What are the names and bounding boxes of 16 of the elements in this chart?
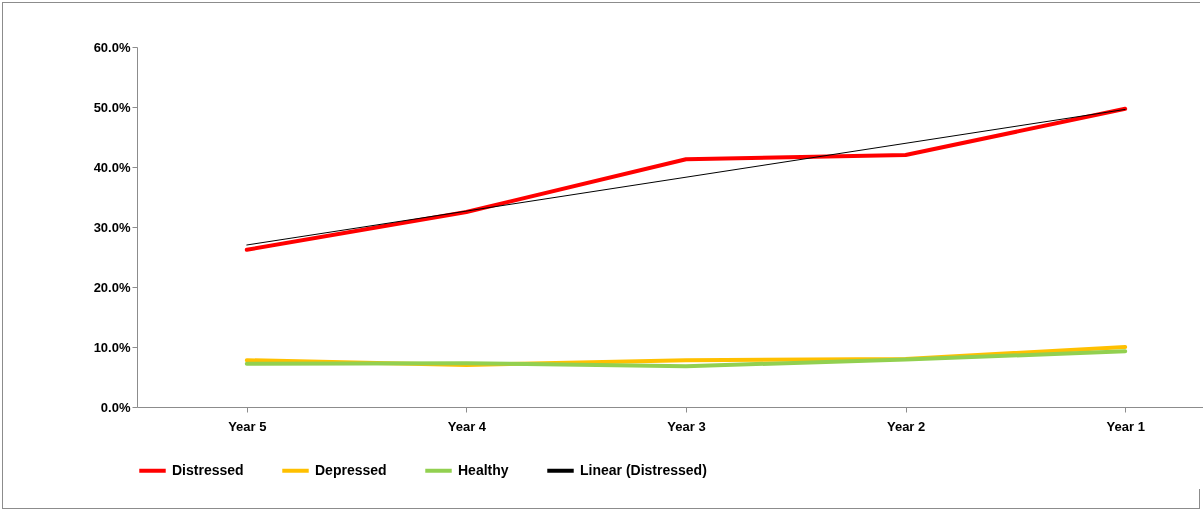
- y-tick-label: 10.0%: [93, 339, 131, 355]
- x-tick-label: Year 5: [228, 418, 267, 434]
- y-tick-label: 20.0%: [93, 279, 131, 295]
- y-tick-label: 0.0%: [100, 399, 131, 415]
- y-tick-label: 40.0%: [93, 159, 131, 175]
- legend-label: Linear (Distressed): [580, 461, 707, 478]
- y-tick-label: 60.0%: [93, 39, 131, 55]
- y-tick-label: 50.0%: [93, 99, 131, 115]
- x-tick-label: Year 4: [447, 418, 487, 434]
- legend-label: Depressed: [315, 461, 387, 478]
- legend-label: Healthy: [458, 461, 509, 478]
- x-tick-label: Year 2: [886, 418, 926, 434]
- x-tick-label: Year 1: [1106, 418, 1145, 434]
- legend-label: Distressed: [172, 461, 244, 478]
- y-tick-label: 30.0%: [93, 219, 131, 235]
- x-tick-label: Year 3: [667, 418, 706, 434]
